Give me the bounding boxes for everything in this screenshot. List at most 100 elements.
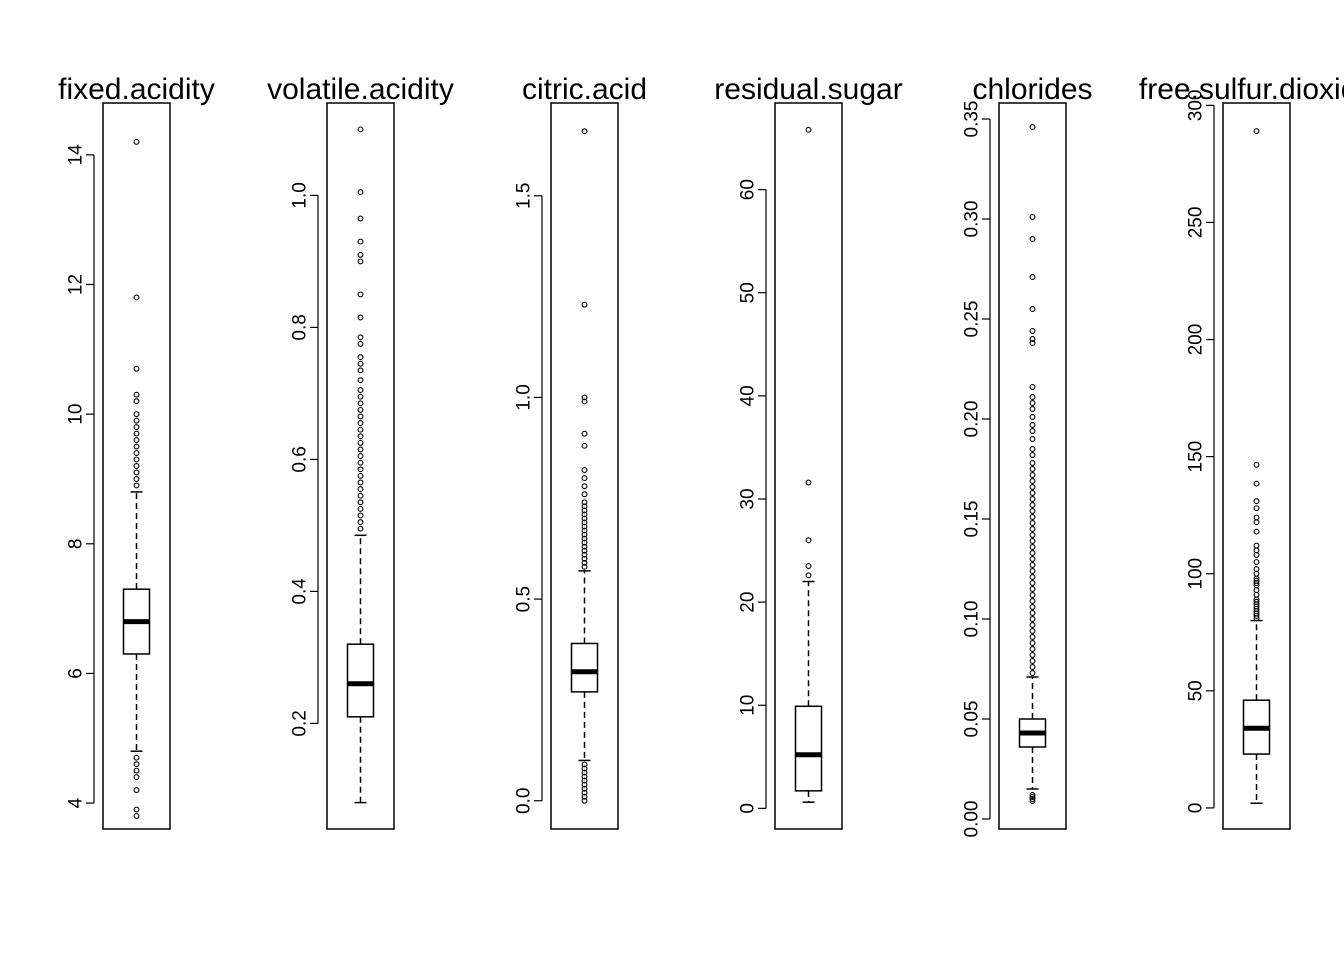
outlier-point — [1029, 436, 1036, 442]
outlier-point — [581, 128, 588, 135]
outlier-point — [133, 482, 140, 489]
outlier-point — [805, 537, 812, 544]
outlier-point — [1029, 466, 1036, 472]
outlier-point — [357, 505, 364, 512]
y-tick-label: 12 — [66, 274, 87, 295]
panel-frame — [326, 102, 395, 830]
outlier-point — [581, 769, 588, 776]
outlier-point — [1029, 634, 1036, 640]
outlier-point — [1253, 128, 1260, 135]
outlier-point — [357, 238, 364, 245]
y-tick-label: 0.15 — [962, 501, 983, 538]
outlier-point — [581, 491, 588, 498]
outlier-point — [1029, 670, 1036, 676]
outlier-point — [133, 476, 140, 482]
outlier-point — [581, 301, 588, 308]
boxplot-panel: chlorides 0.00 0.05 0.10 0.15 0.20 0.25 0.30 0.3… — [962, 73, 1093, 837]
outlier-point — [1029, 490, 1036, 496]
outlier-point — [1253, 547, 1260, 554]
outlier-point — [357, 126, 364, 133]
panel-frame — [550, 102, 619, 830]
y-tick-label: 0.30 — [962, 201, 983, 238]
panel-title: residual.sugar — [714, 73, 902, 106]
outlier-point — [1029, 798, 1036, 804]
outlier-point — [1029, 414, 1036, 420]
outlier-point — [1253, 559, 1260, 565]
outlier-point — [581, 394, 588, 401]
y-tick-label: 6 — [66, 668, 87, 679]
outlier-point — [1253, 587, 1260, 594]
outlier-point — [357, 420, 364, 427]
outlier-point — [1029, 664, 1036, 670]
panel-title: free.sulfur.dioxide — [1139, 73, 1344, 106]
outlier-point — [581, 511, 588, 518]
outlier-point — [1029, 574, 1036, 580]
outlier-point — [1253, 542, 1260, 549]
outlier-point — [133, 391, 140, 398]
outlier-point — [581, 531, 588, 538]
outlier-point — [133, 469, 140, 476]
outlier-point — [133, 761, 140, 768]
outlier-point — [1253, 514, 1260, 521]
outlier-point — [1029, 460, 1036, 466]
outlier-point — [133, 417, 140, 424]
outlier-point — [1253, 498, 1260, 505]
outlier-point — [1029, 538, 1036, 544]
y-tick-label: 0.8 — [290, 314, 311, 340]
outlier-point — [357, 433, 364, 440]
outlier-point — [1253, 580, 1260, 587]
outlier-point — [1029, 336, 1036, 342]
outlier-point — [357, 439, 364, 446]
y-tick-label: 200 — [1186, 324, 1207, 356]
y-tick-label: 8 — [66, 538, 87, 549]
outlier-point — [1029, 598, 1036, 604]
outlier-point — [1253, 570, 1260, 577]
outlier-point — [581, 527, 588, 534]
outlier-point — [357, 525, 364, 532]
outlier-point — [1029, 422, 1036, 428]
outlier-point — [1029, 514, 1036, 520]
outlier-point — [1029, 214, 1036, 220]
outlier-point — [1029, 274, 1036, 280]
outlier-point — [581, 442, 588, 449]
outlier-point — [357, 499, 364, 506]
outlier-point — [581, 430, 588, 437]
y-tick-label: 0 — [738, 803, 759, 814]
outlier-point — [133, 294, 140, 301]
outlier-point — [581, 563, 588, 570]
outlier-point — [581, 398, 588, 405]
outlier-point — [133, 450, 140, 456]
outlier-point — [1029, 568, 1036, 574]
y-tick-label: 20 — [738, 592, 759, 613]
outlier-point — [133, 365, 140, 372]
outlier-point — [357, 466, 364, 473]
outlier-point — [133, 430, 140, 437]
outlier-point — [1029, 478, 1036, 484]
outlier-point — [1029, 610, 1036, 616]
y-tick-label: 300 — [1186, 89, 1207, 121]
y-tick-label: 0.6 — [290, 446, 311, 472]
outlier-point — [581, 515, 588, 522]
outlier-point — [1029, 472, 1036, 478]
outlier-point — [357, 258, 364, 265]
outlier-point — [581, 761, 588, 768]
outlier-point — [1029, 328, 1036, 334]
outlier-point — [357, 251, 364, 258]
outlier-point — [581, 555, 588, 562]
outlier-point — [133, 411, 140, 418]
outlier-point — [1029, 496, 1036, 502]
outlier-point — [357, 387, 364, 394]
outlier-point — [357, 446, 364, 453]
outlier-point — [133, 774, 140, 781]
y-tick-label: 30 — [738, 488, 759, 509]
y-tick-label: 150 — [1186, 441, 1207, 473]
boxplot-panel: volatile.acidity 0.2 0.4 0.6 0.8 1.0 — [267, 73, 454, 830]
outlier-point — [1029, 520, 1036, 526]
outlier-point — [581, 499, 588, 506]
outlier-point — [1029, 796, 1036, 802]
outlier-point — [1029, 502, 1036, 508]
y-tick-label: 10 — [66, 404, 87, 425]
y-tick-label: 100 — [1186, 558, 1207, 590]
outlier-point — [133, 443, 140, 450]
outlier-point — [1029, 640, 1036, 646]
